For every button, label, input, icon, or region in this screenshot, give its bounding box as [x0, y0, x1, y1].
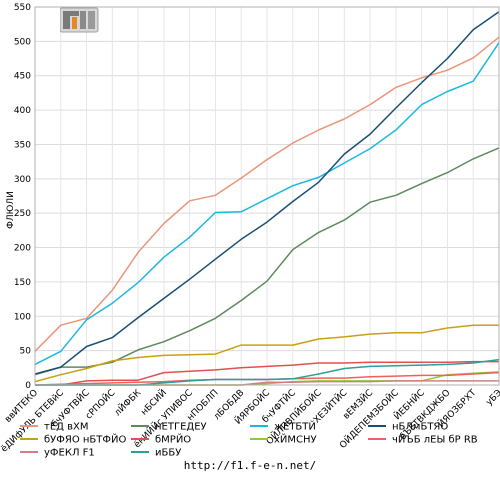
y-tick-label: 550	[14, 3, 31, 13]
y-tick-label: 400	[14, 106, 31, 116]
series-line	[34, 147, 500, 376]
y-axis-label: ФЛЮЛИ	[6, 191, 16, 229]
plot-area-frame	[34, 6, 500, 386]
legend-label: нЕТГЕДЕУ	[155, 422, 207, 433]
legend-label: чЙЪБ лЕЫ бР RB	[392, 433, 478, 446]
legend-label: нБЛмБТЯО	[392, 422, 448, 433]
x-tick-label: уБЭ	[484, 388, 500, 408]
legend-label: уФЕКЛ F1	[44, 448, 95, 459]
legend-label: бУФЯО нБТФЙО	[44, 433, 126, 446]
y-tick-label: 250	[14, 209, 31, 219]
y-tick-label: 300	[14, 175, 31, 185]
legend-label: хЙМСНУ	[274, 433, 317, 446]
y-tick-label: 450	[14, 72, 31, 82]
footer-url[interactable]: http://f1.f-e-n.net/	[183, 459, 317, 472]
series-line	[34, 36, 500, 352]
legend-label: жЕТБТЙ	[274, 420, 316, 433]
series-line	[35, 360, 499, 386]
logo-mark	[59, 7, 99, 33]
y-tick-label: 100	[14, 312, 31, 322]
f1en-logo	[59, 6, 100, 36]
y-tick-label: 500	[14, 37, 31, 47]
series-line	[34, 42, 500, 366]
legend-label: тЕД вХМ	[44, 422, 89, 433]
legend: тЕД вХМ нЕТГЕДЕУ жЕТБТЙ нБЛмБТЯО бУФЯО нБТФЙ…	[20, 420, 478, 459]
x-tick-label: лЙФБК	[112, 386, 144, 418]
y-axis-ticks: 0 50 100 150 200 250 300 350 400 450 500 550	[14, 3, 31, 391]
series-line	[34, 324, 499, 383]
y-tick-label: 350	[14, 140, 31, 150]
y-tick-label: 50	[20, 347, 32, 357]
series-line	[34, 11, 500, 375]
legend-label: бМРЙО	[155, 433, 191, 446]
legend-label: иББУ	[155, 448, 181, 459]
y-tick-label: 150	[14, 278, 31, 288]
y-tick-label: 0	[25, 381, 31, 391]
y-tick-label: 200	[14, 244, 31, 254]
grid-lines	[34, 6, 500, 386]
